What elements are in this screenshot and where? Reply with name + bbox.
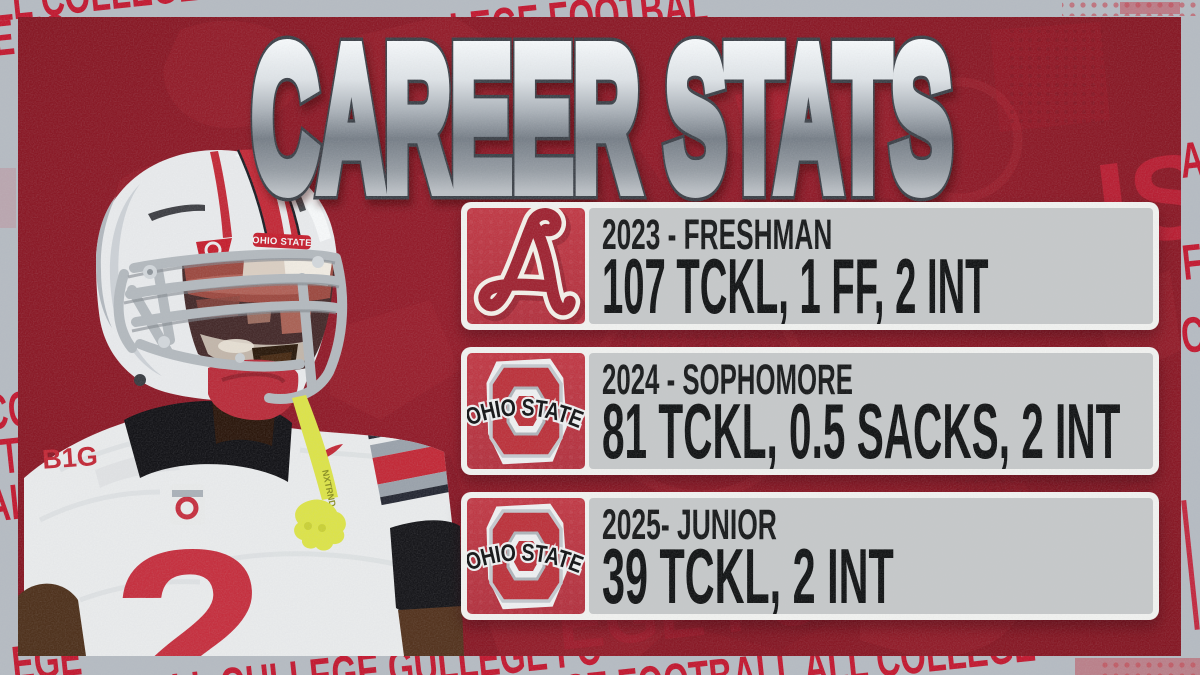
svg-text:B1G: B1G: [41, 441, 98, 475]
svg-text:CAREER STATS: CAREER STATS: [252, 5, 952, 231]
